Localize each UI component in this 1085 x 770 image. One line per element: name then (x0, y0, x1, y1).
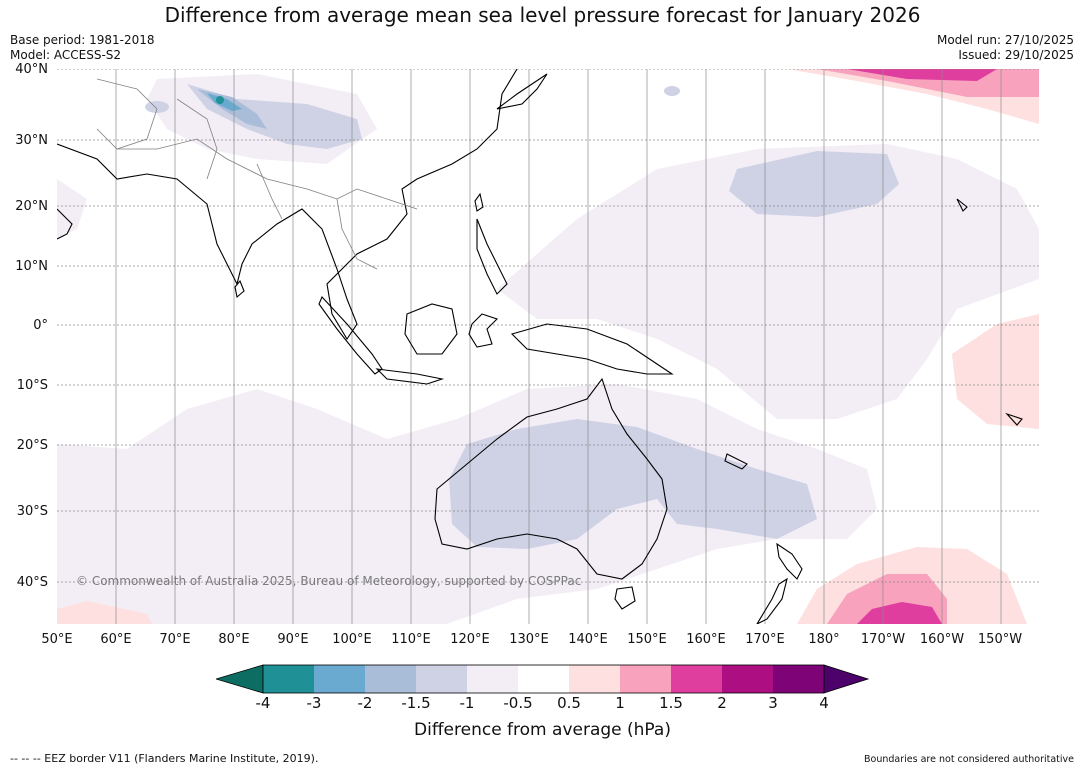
lon-label-140e: 140°E (568, 632, 608, 647)
colorbar-tick: 1 (615, 694, 625, 712)
colorbar-tick: 0.5 (557, 694, 581, 712)
lon-label-110e: 110°E (391, 632, 431, 647)
colorbar-tick: -1.5 (401, 694, 431, 712)
colorbar-high-arrow (823, 664, 870, 694)
colorbar-label: Difference from average (hPa) (414, 720, 671, 740)
colorbar-tick: 2 (717, 694, 727, 712)
colorbar-tick: 1.5 (659, 694, 683, 712)
colorbar-segment-6 (518, 665, 569, 693)
graticule (57, 69, 1039, 624)
colorbar-segment-8 (620, 665, 671, 693)
colorbar (216, 664, 870, 694)
anomaly-positive (57, 69, 1039, 624)
lat-label-40n: 40°N (15, 62, 48, 77)
model-info: Base period: 1981-2018 Model: ACCESS-S2 (10, 33, 155, 63)
colorbar-tick: -4 (255, 694, 271, 712)
lon-label-160e: 160°E (686, 632, 726, 647)
colorbar-segment-11 (773, 665, 824, 693)
lon-label-90e: 90°E (277, 632, 309, 647)
anomaly-strong-negative (197, 89, 267, 129)
colorbar-tick: 4 (819, 694, 829, 712)
copyright-notice: © Commonwealth of Australia 2025, Bureau… (76, 574, 582, 588)
colorbar-tick: -2 (357, 694, 373, 712)
lat-label-0: 0° (33, 318, 48, 333)
boundaries-disclaimer: Boundaries are not considered authoritat… (864, 754, 1074, 765)
lon-label-50e: 50°E (41, 632, 73, 647)
lon-label-150e: 150°E (627, 632, 667, 647)
lat-label-10s: 10°S (16, 378, 48, 393)
colorbar-tick: 3 (768, 694, 778, 712)
model-name: Model: ACCESS-S2 (10, 48, 122, 62)
colorbar-segment-9 (671, 665, 722, 693)
colorbar-tick: -0.5 (503, 694, 533, 712)
colorbar-segment-2 (314, 665, 365, 693)
lon-label-160w: 160°W (919, 632, 965, 647)
lon-label-170e: 170°E (745, 632, 785, 647)
lat-label-20s: 20°S (16, 438, 48, 453)
lon-label-180: 180° (808, 632, 840, 647)
issue-info: Model run: 27/10/2025 Issued: 29/10/2025 (937, 33, 1074, 63)
lon-label-170w: 170°W (860, 632, 906, 647)
colorbar-tick: -3 (306, 694, 322, 712)
pressure-map (57, 69, 1039, 624)
lat-label-40s: 40°S (16, 575, 48, 590)
colorbar-tick: -1 (459, 694, 475, 712)
lon-label-60e: 60°E (100, 632, 132, 647)
lat-label-30s: 30°S (16, 504, 48, 519)
map-title: Difference from average mean sea level p… (164, 3, 921, 27)
lat-label-10n: 10°N (15, 259, 48, 274)
issued-date: Issued: 29/10/2025 (958, 48, 1074, 62)
lon-label-100e: 100°E (332, 632, 372, 647)
lon-label-70e: 70°E (159, 632, 191, 647)
coastlines (57, 69, 1023, 624)
lon-label-80e: 80°E (218, 632, 250, 647)
model-run: Model run: 27/10/2025 (936, 33, 1074, 47)
colorbar-segment-4 (416, 665, 467, 693)
colorbar-segment-10 (722, 665, 773, 693)
lat-label-20n: 20°N (15, 199, 48, 214)
lat-label-30n: 30°N (15, 133, 48, 148)
map-canvas (57, 69, 1039, 624)
lon-label-130e: 130°E (509, 632, 549, 647)
colorbar-segment-3 (365, 665, 416, 693)
eez-border-note: -- -- -- EEZ border V11 (Flanders Marine… (10, 752, 319, 765)
country-borders (96, 78, 418, 270)
lon-label-150w: 150°W (977, 632, 1023, 647)
colorbar-segment-5 (467, 665, 518, 693)
base-period: Base period: 1981-2018 (10, 33, 155, 47)
colorbar-low-arrow (216, 664, 264, 694)
lon-label-120e: 120°E (450, 632, 490, 647)
colorbar-segment-1 (263, 665, 314, 693)
colorbar-segment-7 (569, 665, 620, 693)
